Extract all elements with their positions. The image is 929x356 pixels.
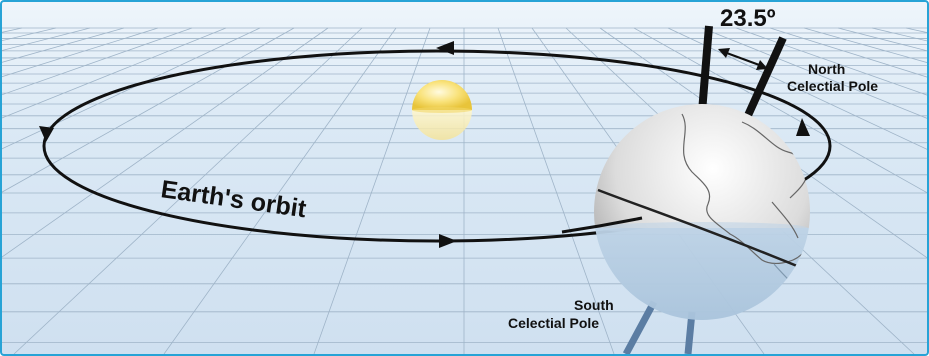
orbit-front-segment bbox=[561, 216, 643, 234]
north-axis bbox=[698, 25, 787, 124]
earth-orbit bbox=[39, 41, 832, 248]
equator-line bbox=[597, 188, 803, 270]
north-pole-label-line1: North bbox=[808, 61, 845, 77]
sun bbox=[412, 80, 472, 140]
earth bbox=[594, 104, 810, 320]
orbit-arrow-right bbox=[796, 118, 810, 136]
orbit-arrow-top bbox=[436, 41, 454, 55]
tilt-angle-label: 23.5º bbox=[720, 5, 776, 32]
tilt-angle-arrow bbox=[718, 48, 768, 70]
south-pole-label-line1: South bbox=[574, 297, 614, 313]
south-pole-label-line2: Celectial Pole bbox=[508, 315, 599, 331]
orbit-arrow-bottom bbox=[439, 234, 457, 248]
orbit-arrow-left bbox=[39, 126, 54, 142]
north-pole-label-line2: Celectial Pole bbox=[787, 78, 878, 94]
